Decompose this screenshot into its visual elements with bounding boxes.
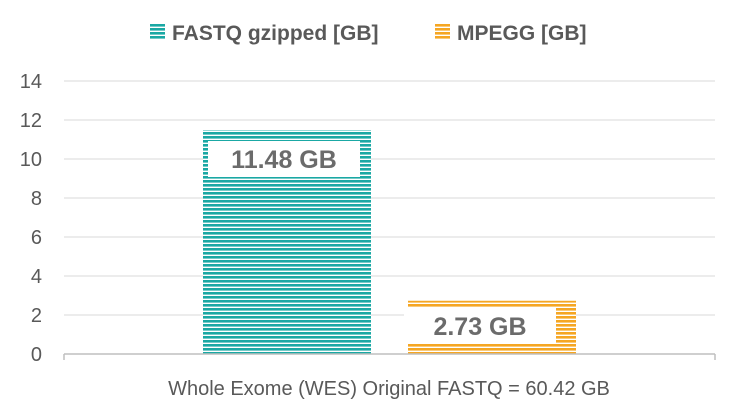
data-label-background [404, 308, 556, 344]
x-axis-ticks [63, 354, 716, 360]
legend-label-fastq: FASTQ gzipped [GB] [172, 22, 378, 45]
legend: FASTQ gzipped [GB] MPEGG [GB] [150, 22, 587, 45]
gridlines [64, 80, 715, 316]
y-tick-label: 4 [31, 266, 42, 288]
y-tick-label: 2 [31, 305, 42, 327]
data-labels: 11.48 GB 2.73 GB [208, 141, 556, 344]
y-tick-label: 8 [31, 188, 42, 210]
data-label-mpegg: 2.73 GB [433, 313, 526, 341]
x-category-label: Whole Exome (WES) Original FASTQ = 60.42… [168, 378, 610, 400]
y-axis-ticks: 0 2 4 6 8 10 12 14 [20, 71, 42, 366]
data-label-fastq-gzipped: 11.48 GB [231, 146, 337, 174]
y-tick-label: 0 [31, 344, 42, 366]
y-tick-label: 6 [31, 227, 42, 249]
legend-label-mpegg: MPEGG [GB] [457, 22, 587, 45]
legend-item-fastq: FASTQ gzipped [GB] [150, 22, 378, 45]
legend-item-mpegg: MPEGG [GB] [435, 22, 587, 45]
legend-swatch-mpegg [435, 24, 450, 39]
y-tick-label: 10 [20, 149, 42, 171]
legend-swatch-fastq [150, 24, 165, 39]
y-tick-label: 14 [20, 71, 42, 93]
data-label-background [208, 141, 360, 177]
y-tick-label: 12 [20, 110, 42, 132]
